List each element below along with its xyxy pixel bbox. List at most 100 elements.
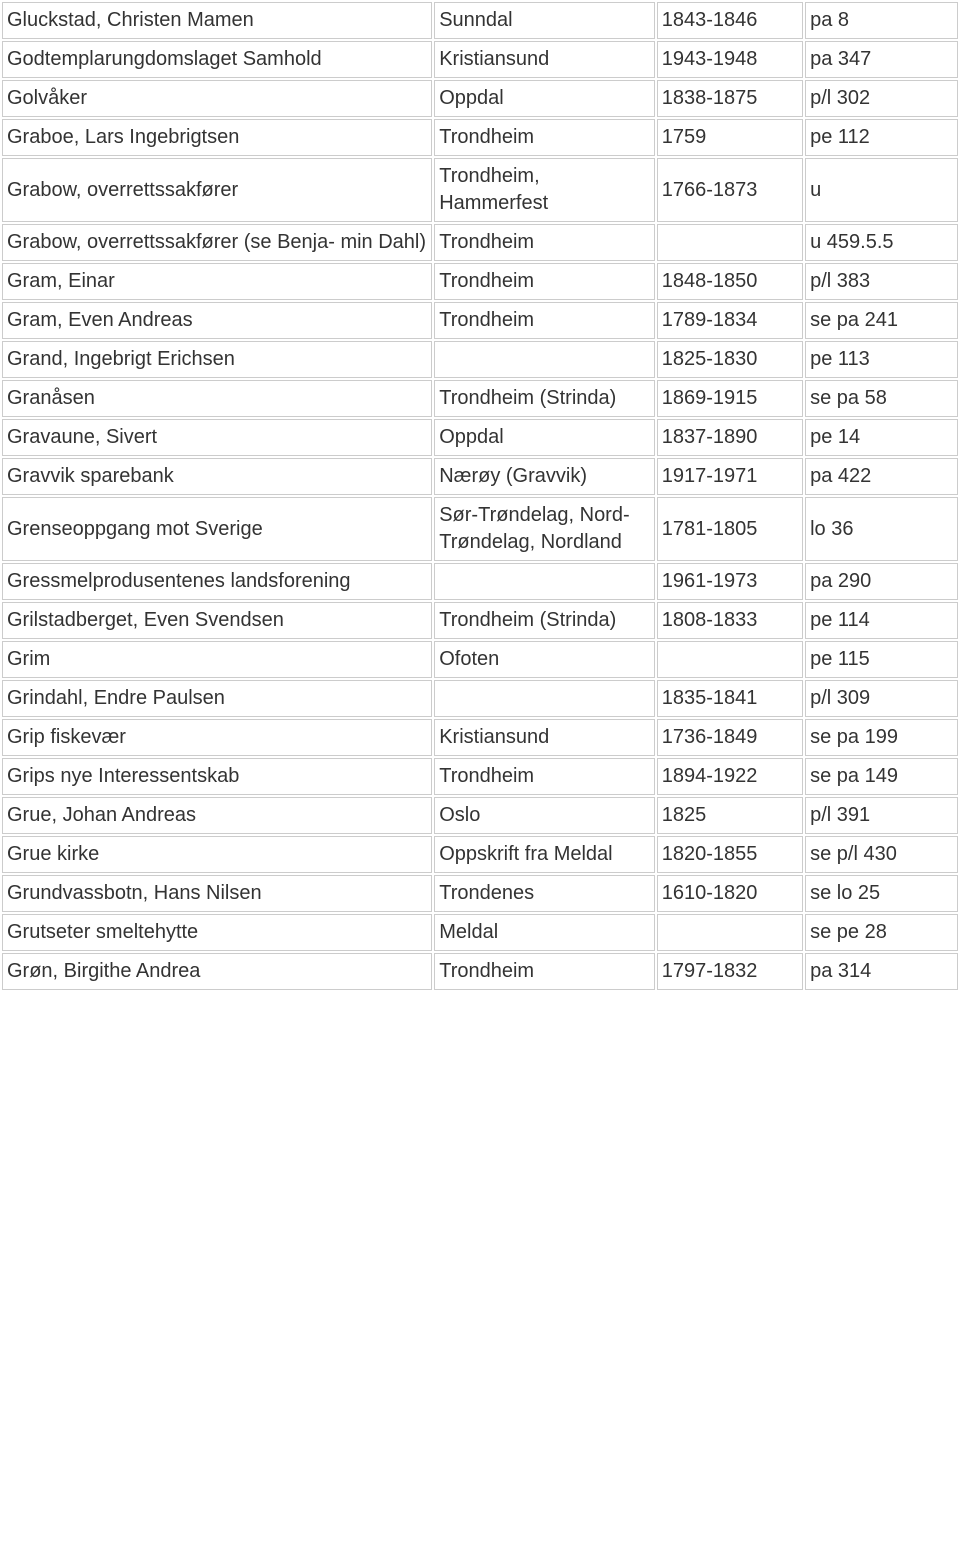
cell-years: 1789-1834	[657, 302, 803, 339]
cell-ref: lo 36	[805, 497, 958, 561]
cell-ref: pe 14	[805, 419, 958, 456]
cell-years: 1808-1833	[657, 602, 803, 639]
cell-years: 1610-1820	[657, 875, 803, 912]
cell-ref: p/l 302	[805, 80, 958, 117]
cell-ref: pa 347	[805, 41, 958, 78]
cell-place: Trondenes	[434, 875, 655, 912]
cell-name: Grindahl, Endre Paulsen	[2, 680, 432, 717]
cell-ref: se pa 199	[805, 719, 958, 756]
cell-name: Granåsen	[2, 380, 432, 417]
cell-years	[657, 641, 803, 678]
cell-name: Grabow, overrettssakfører (se Benja- min…	[2, 224, 432, 261]
cell-years	[657, 914, 803, 951]
cell-name: Graboe, Lars Ingebrigtsen	[2, 119, 432, 156]
cell-name: Gram, Even Andreas	[2, 302, 432, 339]
cell-years: 1961-1973	[657, 563, 803, 600]
cell-ref: se pe 28	[805, 914, 958, 951]
cell-place: Trondheim	[434, 758, 655, 795]
cell-years: 1869-1915	[657, 380, 803, 417]
table-row: Gressmelprodusentenes landsforening1961-…	[2, 563, 958, 600]
cell-years	[657, 224, 803, 261]
table-row: Grue, Johan AndreasOslo1825p/l 391	[2, 797, 958, 834]
table-row: Grue kirkeOppskrift fra Meldal1820-1855s…	[2, 836, 958, 873]
cell-place: Trondheim (Strinda)	[434, 380, 655, 417]
cell-place: Sunndal	[434, 2, 655, 39]
cell-years: 1837-1890	[657, 419, 803, 456]
table-row: Grip fiskeværKristiansund1736-1849se pa …	[2, 719, 958, 756]
cell-years: 1825-1830	[657, 341, 803, 378]
cell-place: Trondheim	[434, 224, 655, 261]
archive-table: Gluckstad, Christen MamenSunndal1843-184…	[0, 0, 960, 992]
cell-place: Meldal	[434, 914, 655, 951]
cell-place: Nærøy (Gravvik)	[434, 458, 655, 495]
cell-ref: u	[805, 158, 958, 222]
cell-name: Grilstadberget, Even Svendsen	[2, 602, 432, 639]
cell-place: Oppskrift fra Meldal	[434, 836, 655, 873]
cell-years: 1943-1948	[657, 41, 803, 78]
cell-ref: p/l 391	[805, 797, 958, 834]
cell-place: Sør-Trøndelag, Nord- Trøndelag, Nordland	[434, 497, 655, 561]
table-row: Gluckstad, Christen MamenSunndal1843-184…	[2, 2, 958, 39]
cell-place: Trondheim	[434, 263, 655, 300]
cell-ref: pe 112	[805, 119, 958, 156]
cell-years: 1759	[657, 119, 803, 156]
cell-name: Grue kirke	[2, 836, 432, 873]
table-row: Grenseoppgang mot SverigeSør-Trøndelag, …	[2, 497, 958, 561]
cell-years: 1825	[657, 797, 803, 834]
cell-name: Godtemplarungdomslaget Samhold	[2, 41, 432, 78]
table-row: Grundvassbotn, Hans NilsenTrondenes1610-…	[2, 875, 958, 912]
cell-place	[434, 563, 655, 600]
table-row: Grips nye InteressentskabTrondheim1894-1…	[2, 758, 958, 795]
table-row: GranåsenTrondheim (Strinda)1869-1915se p…	[2, 380, 958, 417]
cell-place: Trondheim (Strinda)	[434, 602, 655, 639]
cell-place: Oslo	[434, 797, 655, 834]
cell-ref: se pa 58	[805, 380, 958, 417]
table-row: Grand, Ingebrigt Erichsen1825-1830pe 113	[2, 341, 958, 378]
cell-years: 1843-1846	[657, 2, 803, 39]
cell-years: 1820-1855	[657, 836, 803, 873]
cell-years: 1917-1971	[657, 458, 803, 495]
cell-ref: pa 422	[805, 458, 958, 495]
table-row: Grøn, Birgithe AndreaTrondheim1797-1832p…	[2, 953, 958, 990]
cell-ref: se pa 149	[805, 758, 958, 795]
cell-years: 1835-1841	[657, 680, 803, 717]
table-row: Grutseter smeltehytteMeldal se pe 28	[2, 914, 958, 951]
cell-years: 1838-1875	[657, 80, 803, 117]
cell-name: Grip fiskevær	[2, 719, 432, 756]
cell-years: 1736-1849	[657, 719, 803, 756]
cell-name: Gravvik sparebank	[2, 458, 432, 495]
table-row: GrimOfotenpe 115	[2, 641, 958, 678]
cell-ref: pe 114	[805, 602, 958, 639]
cell-place	[434, 680, 655, 717]
table-row: Grabow, overrettssakfører (se Benja- min…	[2, 224, 958, 261]
cell-place: Kristiansund	[434, 41, 655, 78]
cell-name: Grim	[2, 641, 432, 678]
cell-ref: p/l 309	[805, 680, 958, 717]
table-row: Godtemplarungdomslaget SamholdKristiansu…	[2, 41, 958, 78]
cell-name: Grundvassbotn, Hans Nilsen	[2, 875, 432, 912]
table-row: Grindahl, Endre Paulsen 1835-1841p/l 309	[2, 680, 958, 717]
cell-place: Trondheim	[434, 302, 655, 339]
table-row: Graboe, Lars IngebrigtsenTrondheim1759pe…	[2, 119, 958, 156]
cell-name: Grutseter smeltehytte	[2, 914, 432, 951]
cell-years: 1766-1873	[657, 158, 803, 222]
cell-name: Grips nye Interessentskab	[2, 758, 432, 795]
cell-name: Golvåker	[2, 80, 432, 117]
cell-ref: se lo 25	[805, 875, 958, 912]
cell-ref: pa 314	[805, 953, 958, 990]
cell-ref: pa 8	[805, 2, 958, 39]
cell-name: Grabow, overrettssakfører	[2, 158, 432, 222]
cell-name: Gram, Einar	[2, 263, 432, 300]
table-row: Gravvik sparebankNærøy (Gravvik)1917-197…	[2, 458, 958, 495]
cell-name: Gluckstad, Christen Mamen	[2, 2, 432, 39]
cell-years: 1894-1922	[657, 758, 803, 795]
cell-place: Trondheim	[434, 119, 655, 156]
table-row: Grabow, overrettssakførerTrondheim, Hamm…	[2, 158, 958, 222]
cell-name: Grand, Ingebrigt Erichsen	[2, 341, 432, 378]
table-row: GolvåkerOppdal1838-1875p/l 302	[2, 80, 958, 117]
cell-name: Gravaune, Sivert	[2, 419, 432, 456]
table-row: Gram, Even AndreasTrondheim1789-1834se p…	[2, 302, 958, 339]
cell-years: 1781-1805	[657, 497, 803, 561]
table-row: Gram, EinarTrondheim1848-1850p/l 383	[2, 263, 958, 300]
cell-name: Grue, Johan Andreas	[2, 797, 432, 834]
